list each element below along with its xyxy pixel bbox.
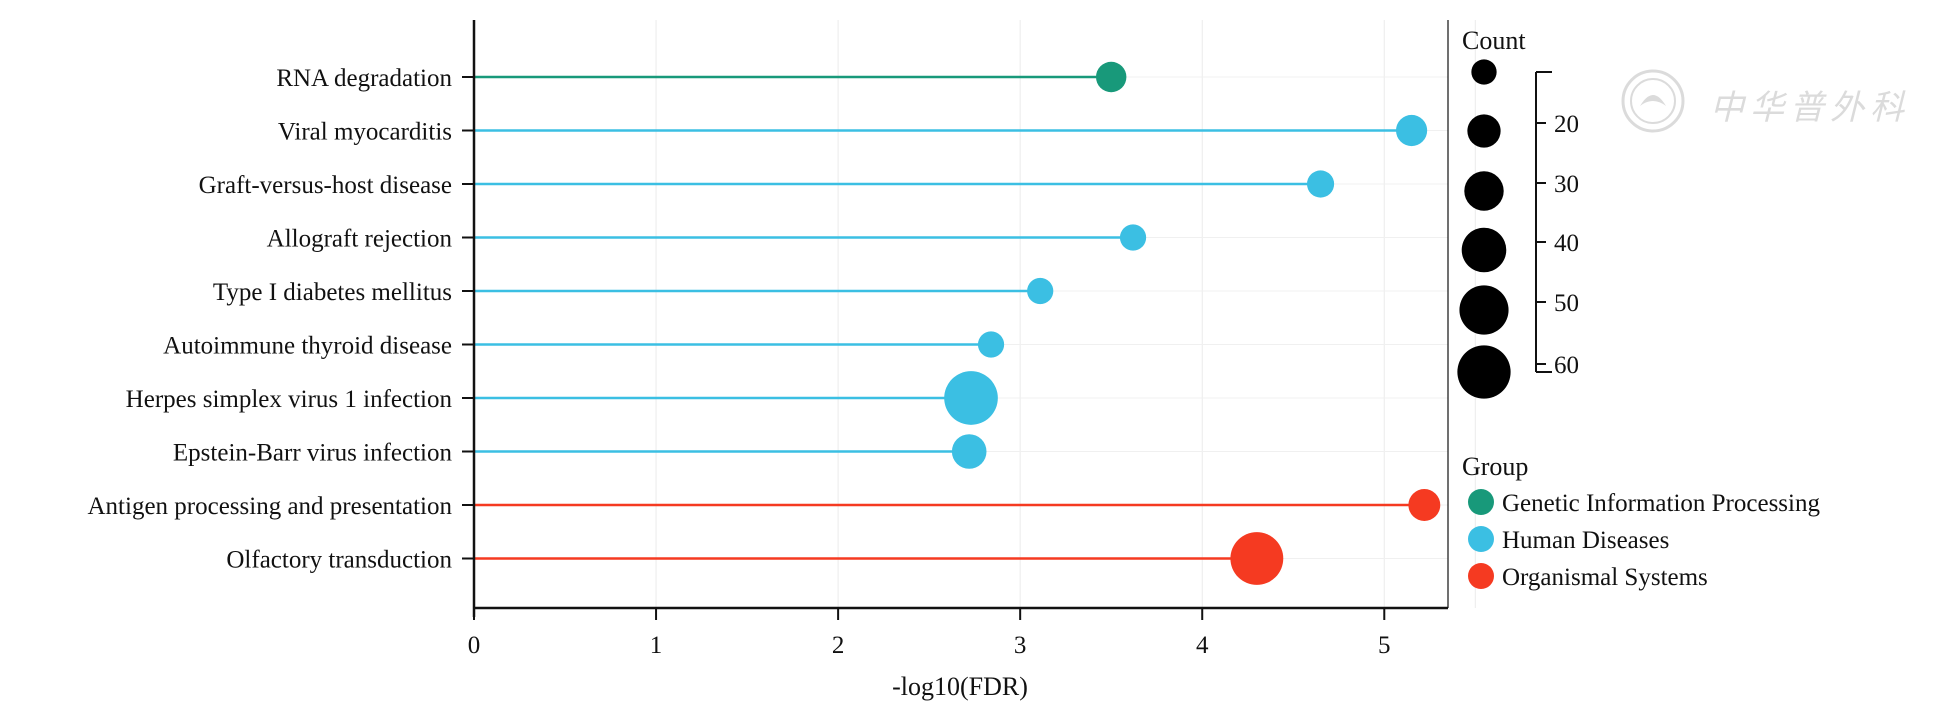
size-legend-label: 60: [1554, 352, 1579, 379]
data-point: [944, 371, 998, 425]
data-point: [1396, 114, 1428, 147]
group-legend-dot: [1468, 489, 1494, 515]
color-legend: Group Genetic Information Processing Huma…: [1462, 452, 1820, 591]
data-point: [1306, 170, 1335, 198]
data-point: [1095, 61, 1127, 93]
size-legend-dot: [1471, 59, 1497, 85]
data-point: [1119, 224, 1147, 251]
x-tick-label: 4: [1196, 632, 1209, 659]
group-legend-dot: [1468, 526, 1494, 552]
category-label: Herpes simplex virus 1 infection: [126, 386, 453, 413]
data-point: [1230, 532, 1284, 585]
gridlines: [473, 20, 1476, 608]
size-legend-dot: [1459, 285, 1509, 335]
category-label: Allograft rejection: [267, 226, 453, 253]
x-axis-title: -log10(FDR): [892, 672, 1028, 701]
color-legend-title: Group: [1462, 452, 1528, 481]
data-point: [1408, 489, 1441, 521]
x-tick-label: 1: [650, 632, 663, 659]
size-legend-label: 30: [1554, 171, 1579, 198]
size-legend-dot: [1457, 345, 1511, 399]
seal-icon: [1621, 69, 1685, 133]
axes: 0 1 2 3 4 5: [462, 20, 1449, 659]
size-legend-label: 50: [1554, 290, 1579, 317]
size-legend-dot: [1461, 227, 1507, 273]
size-legend-title: Count: [1462, 26, 1526, 55]
category-label: Graft-versus-host disease: [199, 172, 452, 199]
category-label: Epstein-Barr virus infection: [173, 440, 453, 467]
group-legend-label: Human Diseases: [1502, 527, 1669, 554]
size-legend-dot: [1464, 171, 1504, 211]
data-point: [1027, 277, 1054, 305]
watermark-text: 中华普外科: [1710, 88, 1910, 128]
x-tick-label: 2: [832, 632, 845, 659]
category-label: Olfactory transduction: [226, 547, 452, 574]
watermark: 中华普外科: [1618, 66, 1918, 136]
size-legend-label: 20: [1554, 111, 1579, 138]
lollipop-stems: [474, 75, 1425, 560]
lollipop-points: [944, 61, 1441, 585]
x-tick-label: 0: [468, 632, 481, 659]
category-label: Type I diabetes mellitus: [213, 279, 452, 306]
category-label: Autoimmune thyroid disease: [163, 333, 452, 360]
group-legend-label: Genetic Information Processing: [1502, 490, 1820, 517]
group-legend-dot: [1468, 563, 1494, 589]
size-legend-dot: [1467, 114, 1501, 148]
category-labels: RNA degradation Viral myocarditis Graft-ve…: [88, 65, 453, 574]
category-label: Viral myocarditis: [278, 119, 452, 146]
x-tick-label: 5: [1378, 632, 1391, 659]
x-tick-label: 3: [1014, 632, 1027, 659]
data-point: [977, 331, 1005, 358]
category-label: Antigen processing and presentation: [88, 493, 453, 520]
category-label: RNA degradation: [276, 65, 452, 92]
group-legend-label: Organismal Systems: [1502, 564, 1708, 591]
data-point: [951, 434, 987, 469]
size-legend-label: 40: [1554, 230, 1579, 257]
size-legend: Count 20 30 40 50 60: [1457, 26, 1579, 399]
